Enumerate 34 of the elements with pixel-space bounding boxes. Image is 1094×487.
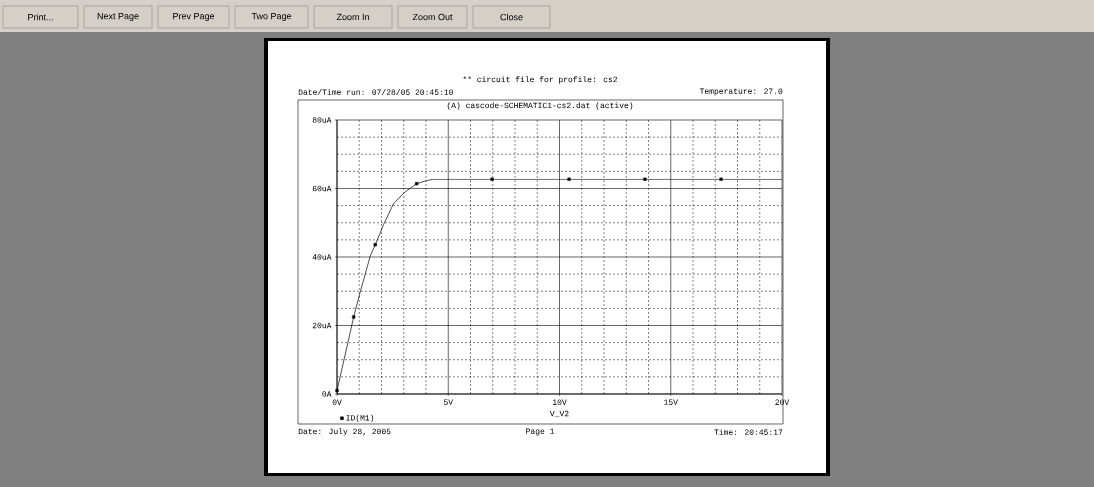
- y-tick-label: 20uA: [312, 322, 332, 329]
- point: [490, 177, 494, 181]
- point: [567, 177, 571, 181]
- text: Date/Time run: 07/28/05 20:45:10: [298, 89, 453, 95]
- text: Time: 20:45:17: [714, 429, 783, 435]
- x-axis-title: V_V2: [549, 410, 569, 418]
- chart-subtitle: (A) cascode-SCHEMATIC1-cs2.dat (active): [447, 102, 633, 110]
- text: Zoom Out: [412, 13, 453, 21]
- text: Next Page: [97, 12, 139, 22]
- point: [415, 182, 419, 186]
- point: [373, 243, 377, 247]
- x-tick-label: 15V: [664, 399, 678, 405]
- x-tick-label: 20V: [775, 399, 790, 405]
- x-tick-label: 10V: [552, 399, 567, 405]
- text: Prev Page: [173, 12, 215, 22]
- y-tick-label: 60uA: [312, 185, 332, 192]
- text: Page 1: [526, 428, 555, 436]
- point: [643, 177, 647, 181]
- text: Zoom In: [336, 13, 369, 21]
- x-tick-label: 0V: [332, 399, 342, 405]
- x-tick-label: 5V: [443, 399, 454, 405]
- y-tick-label: 80uA: [312, 117, 332, 123]
- legend-label: ID(M1): [346, 414, 374, 423]
- y-tick-label: 40uA: [312, 254, 332, 260]
- text: Print...: [28, 13, 53, 21]
- y-tick-label: 0A: [322, 391, 332, 397]
- text: Close: [500, 13, 523, 21]
- point: [335, 388, 339, 393]
- text: Temperature: 27.0: [699, 88, 783, 96]
- text: Date: July 28, 2005: [298, 428, 391, 436]
- point: [719, 177, 723, 181]
- chart-title: ** circuit file for profile: cs2: [463, 76, 618, 84]
- text: Two Page: [251, 12, 292, 22]
- point: [352, 315, 356, 319]
